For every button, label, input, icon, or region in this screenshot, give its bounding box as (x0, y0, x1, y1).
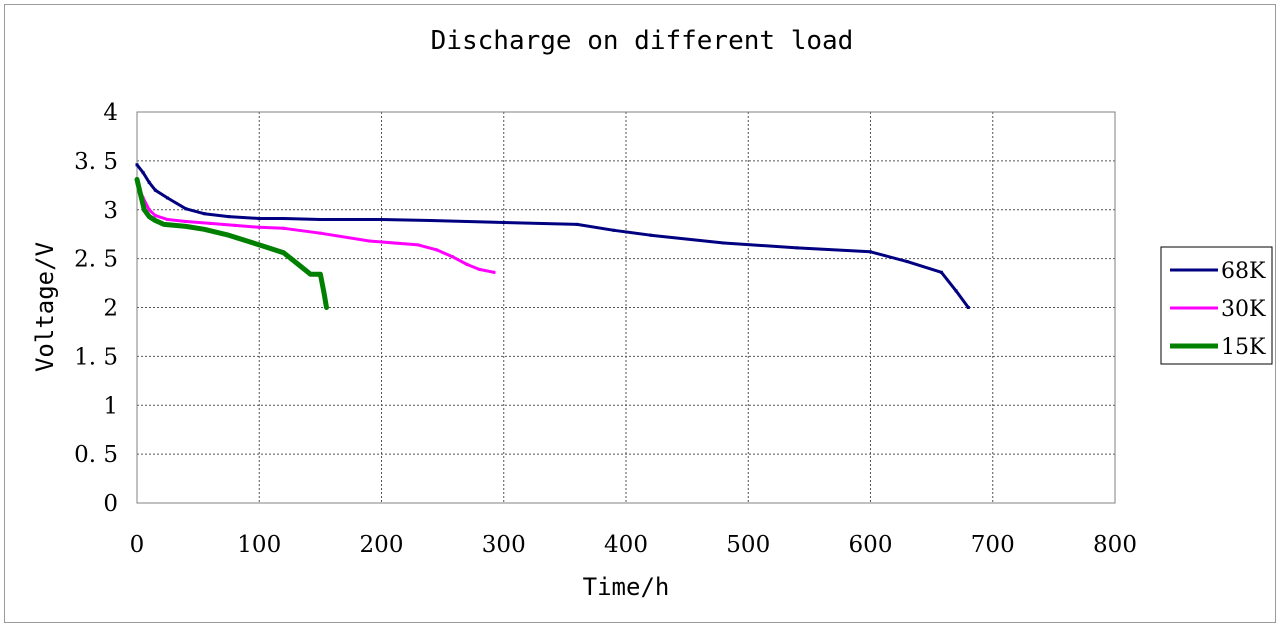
series-68k-point (954, 289, 958, 293)
x-tick-label: 500 (726, 532, 770, 558)
series-68k-point (939, 270, 943, 274)
series-68k-point (380, 218, 383, 222)
series-30k-point (367, 239, 371, 243)
series-68k-point (428, 219, 432, 223)
series-30k-point (282, 226, 286, 230)
series-30k-point (492, 270, 496, 274)
y-axis-title: Voltage/V (31, 242, 59, 372)
series-68k-line (135, 163, 970, 309)
x-tick-label: 800 (1093, 532, 1137, 558)
y-tick-label: 0 (103, 491, 118, 517)
series-68k-point (575, 222, 579, 226)
series-68k-point (141, 171, 145, 175)
series-68k-point (282, 217, 286, 221)
x-tick-label: 200 (360, 532, 404, 558)
series-68k-point (502, 220, 506, 224)
series-30k-point (184, 219, 188, 223)
series-68k-point (227, 215, 231, 219)
tick-labels: 0 100 200 300 400 500 600 700 800 0 0. 5 1 1. 5 2 2. 5… (74, 100, 1137, 558)
x-tick-label: 600 (849, 532, 893, 558)
series-68k-point (184, 207, 188, 211)
x-tick-label: 400 (604, 532, 648, 558)
series-68k-point (795, 246, 799, 250)
series-30k-point (208, 221, 212, 225)
series-68k-point (166, 196, 170, 200)
series-68k-point (869, 250, 872, 254)
series-68k-point (257, 217, 261, 221)
series-68k-point (135, 163, 139, 167)
series-30k-point (166, 218, 170, 222)
series-68k-point (722, 241, 726, 245)
y-tick-label: 3. 5 (74, 149, 118, 175)
series-68k-point (202, 212, 206, 216)
plot-area (136, 111, 1116, 504)
series-68k-point (147, 180, 151, 184)
chart-title: Discharge on different load (431, 26, 854, 56)
series-15k-line (134, 176, 329, 310)
series-lines (134, 163, 970, 310)
series-68k-point (318, 218, 322, 222)
y-tick-label: 4 (103, 100, 118, 126)
series-30k-point (450, 255, 454, 259)
series-30k-point (153, 214, 157, 218)
series-30k-point (465, 262, 469, 266)
series-68k-point (905, 260, 909, 264)
series-30k-point (257, 225, 261, 229)
y-tick-label: 1. 5 (74, 344, 118, 370)
x-tick-label: 100 (237, 532, 281, 558)
series-30k-point (318, 231, 322, 235)
gridlines (137, 112, 1115, 503)
x-tick-label: 700 (971, 532, 1015, 558)
series-68k-point (612, 228, 616, 232)
series-30k-point (416, 243, 420, 247)
series-30k-point (477, 267, 481, 271)
legend-30k-label: 30K (1221, 297, 1266, 322)
x-axis-title: Time/h (583, 573, 670, 601)
series-30k-point (147, 208, 151, 212)
y-tick-label: 1 (103, 393, 118, 419)
legend-15k-label: 15K (1221, 335, 1266, 360)
y-tick-label: 2 (103, 296, 118, 322)
series-30k-point (435, 248, 439, 252)
series-68k-point (648, 233, 652, 237)
series-68k-point (966, 306, 970, 309)
x-tick-label: 0 (130, 532, 145, 558)
legend: 68K 30K 15K (1160, 246, 1273, 365)
chart-frame (4, 4, 1276, 623)
y-tick-label: 0. 5 (74, 442, 118, 468)
series-68k-point (153, 188, 157, 192)
y-tick-label: 3 (103, 198, 118, 224)
x-tick-label: 300 (482, 532, 526, 558)
legend-68k-label: 68K (1221, 259, 1266, 284)
y-tick-label: 2. 5 (74, 247, 118, 273)
series-30k-point (233, 223, 237, 227)
